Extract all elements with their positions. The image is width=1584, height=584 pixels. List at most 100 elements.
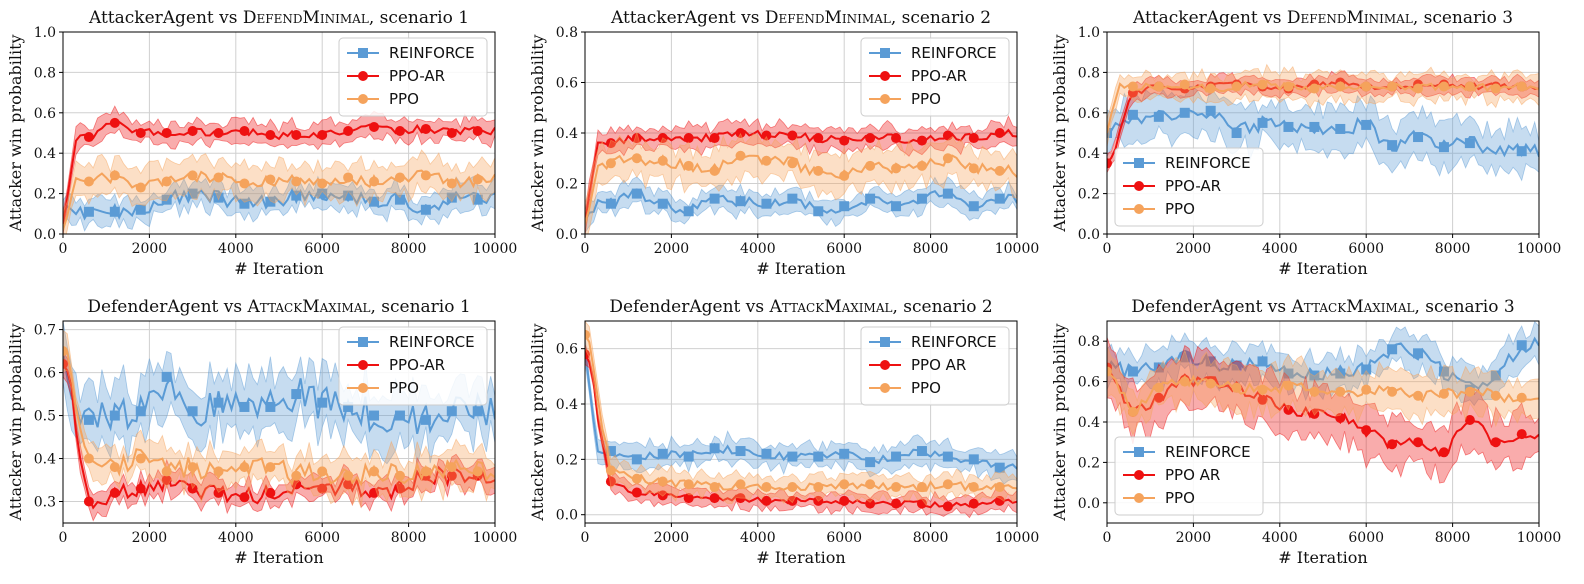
data-point	[839, 201, 850, 212]
data-point	[657, 155, 668, 166]
x-tick-label: 10000	[473, 530, 518, 546]
data-point	[605, 198, 616, 209]
y-axis-label: Attacker win probability	[6, 34, 25, 232]
y-axis-label: Attacker win probability	[6, 323, 25, 521]
data-point	[369, 176, 380, 187]
data-point	[1231, 128, 1242, 138]
data-point	[1490, 390, 1501, 401]
data-point	[994, 165, 1005, 176]
legend-marker	[358, 94, 368, 104]
data-point	[839, 495, 850, 506]
legend-marker	[358, 360, 368, 370]
data-point	[1361, 384, 1372, 395]
series-layer	[585, 321, 1017, 519]
data-point	[1179, 79, 1190, 90]
data-point	[1179, 107, 1190, 118]
data-point	[813, 482, 824, 493]
y-tick-label: 0.0	[1078, 227, 1100, 243]
y-tick-label: 0.0	[556, 508, 578, 524]
data-point	[291, 389, 302, 400]
data-point	[839, 448, 850, 459]
data-point	[761, 198, 772, 209]
data-point	[787, 130, 798, 141]
data-point	[787, 482, 798, 493]
legend-label: REINFORCE	[1165, 443, 1251, 461]
data-point	[605, 138, 616, 149]
legend-item: PPO	[347, 379, 419, 397]
data-point	[994, 193, 1005, 204]
data-point	[187, 188, 198, 199]
data-point	[1413, 437, 1424, 448]
data-point	[63, 358, 68, 369]
data-point	[605, 476, 616, 487]
data-point	[213, 397, 224, 408]
series-band	[585, 130, 1017, 234]
data-point	[735, 446, 746, 457]
data-point	[1127, 81, 1138, 92]
data-point	[394, 410, 405, 421]
legend-marker	[880, 360, 890, 370]
data-point	[657, 448, 668, 459]
data-point	[865, 457, 876, 468]
data-point	[839, 479, 850, 490]
data-point	[709, 493, 720, 504]
x-tick-label: 2000	[1176, 530, 1212, 546]
x-tick-label: 6000	[826, 241, 862, 257]
data-point	[213, 192, 224, 203]
legend-item: PPO-AR	[869, 67, 967, 85]
data-point	[657, 198, 668, 209]
data-point	[839, 135, 850, 146]
legend-marker	[358, 71, 368, 81]
data-point	[135, 204, 146, 215]
legend-marker	[1134, 204, 1144, 214]
legend-item: PPO AR	[1123, 466, 1220, 484]
y-axis-label: Attacker win probability	[1050, 323, 1069, 521]
data-point	[891, 133, 902, 144]
data-point	[446, 128, 457, 138]
data-point	[161, 194, 172, 205]
x-tick-label: 8000	[913, 530, 949, 546]
y-tick-label: 0.8	[1078, 65, 1100, 81]
data-point	[1283, 380, 1294, 391]
data-point	[657, 476, 668, 487]
data-point	[446, 178, 457, 189]
data-point	[420, 414, 431, 425]
data-point	[1205, 356, 1216, 367]
y-tick-label: 0.7	[34, 323, 56, 339]
data-point	[394, 483, 405, 494]
x-tick-label: 0	[581, 241, 590, 257]
data-point	[1516, 146, 1527, 157]
series-layer	[63, 321, 495, 522]
data-point	[1438, 142, 1449, 153]
y-tick-label: 0.6	[556, 76, 578, 92]
plot-frame	[1106, 31, 1540, 235]
legend-item: PPO-AR	[347, 356, 445, 374]
data-point	[1309, 408, 1320, 419]
y-tick-label: 0.0	[1078, 496, 1100, 512]
legend-marker	[1134, 181, 1144, 191]
data-point	[942, 501, 953, 512]
legend-marker	[1134, 470, 1144, 480]
legend-label: PPO-AR	[389, 67, 445, 85]
data-point	[472, 466, 483, 477]
data-point	[1257, 117, 1268, 128]
data-point	[109, 410, 120, 421]
y-tick-label: 0.8	[556, 25, 578, 41]
legend-box	[338, 326, 488, 406]
y-tick-label: 0.2	[556, 452, 578, 468]
data-point	[891, 201, 902, 212]
data-point	[761, 155, 772, 166]
legend: REINFORCE PPO-AR PPO	[860, 37, 1010, 117]
legend-item: PPO AR	[869, 356, 966, 374]
x-tick-label: 4000	[1262, 530, 1298, 546]
data-point	[839, 170, 850, 181]
y-tick-label: 0.2	[1078, 455, 1100, 471]
data-point	[83, 414, 94, 425]
legend: REINFORCE PPO AR PPO	[860, 326, 1010, 406]
data-point	[683, 479, 694, 490]
series-band	[1107, 345, 1539, 436]
x-tick-label: 4000	[740, 241, 776, 257]
data-point	[317, 397, 328, 408]
data-point	[891, 451, 902, 462]
x-tick-label: 2000	[132, 241, 168, 257]
